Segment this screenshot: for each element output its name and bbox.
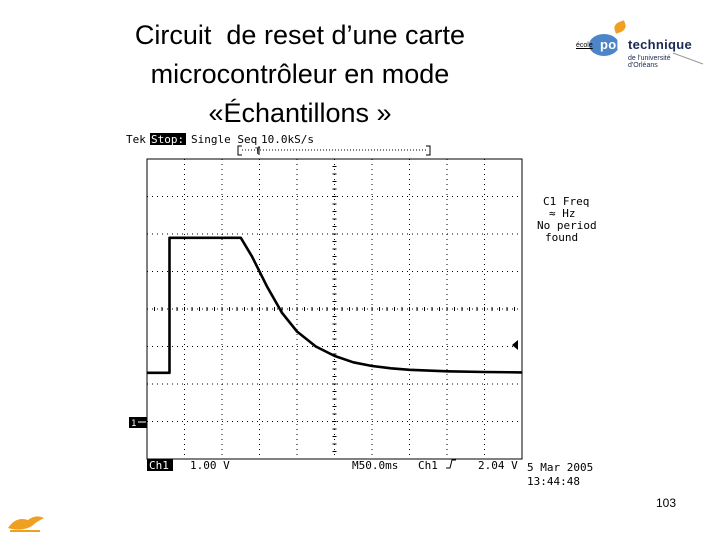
ch1-label: Ch1 — [149, 459, 169, 472]
measure-line-3: No period — [537, 219, 597, 232]
logo-subtitle: de l'université d'Orléans — [628, 55, 671, 69]
trigger-level: 2.04 V — [478, 459, 518, 472]
timebase: M50.0ms — [352, 459, 398, 472]
slide-title-line-3: «Échantillons » — [208, 98, 392, 128]
slide-title: Circuit de reset d’une carte microcontrô… — [80, 16, 520, 133]
scope-brand: Tek — [126, 133, 146, 146]
footer-logo-icon — [8, 516, 44, 532]
slide-title-line-1: Circuit de reset d’une carte — [134, 20, 466, 50]
page-number: 103 — [656, 496, 677, 510]
record-bar — [237, 145, 431, 156]
trigger-source: Ch1 — [418, 459, 438, 472]
logo-wordmark-b: technique — [627, 37, 693, 52]
scope-status-bg — [150, 133, 186, 145]
record-trigger-marker: T — [255, 147, 261, 157]
measure-line-2: ≈ Hz — [549, 207, 576, 220]
capture-time: 13:44:48 — [527, 475, 580, 488]
measure-line-1: C1 Freq — [543, 195, 589, 208]
trigger-level-marker — [512, 340, 518, 350]
logo-circle-icon — [589, 34, 619, 56]
scope-status: Stop: — [151, 133, 184, 146]
ch1-ground-marker-text: 1 — [131, 419, 136, 429]
ch1-waveform — [147, 236, 523, 375]
logo-wordmark: polytechnique — [600, 37, 692, 52]
ch1-label-bg — [147, 459, 173, 471]
scope-sample-rate: 10.0kS/s — [261, 133, 314, 146]
capture-date: 5 Mar 2005 — [527, 461, 593, 474]
logo-wordmark-a: poly — [600, 37, 628, 52]
measure-line-4: found — [545, 231, 578, 244]
slide-title-line-2: microcontrôleur en mode — [150, 59, 450, 89]
trigger-slope-icon — [446, 459, 456, 469]
graticule-grid — [146, 158, 523, 460]
polytechnique-logo: école polytechnique de l'université d'Or… — [572, 20, 704, 76]
ch1-ground-marker: 1 — [129, 417, 147, 429]
scope-mode: Single Seq — [191, 133, 257, 146]
volts-per-div: 1.00 V — [190, 459, 230, 472]
logo-ecole-text: école — [576, 42, 593, 49]
